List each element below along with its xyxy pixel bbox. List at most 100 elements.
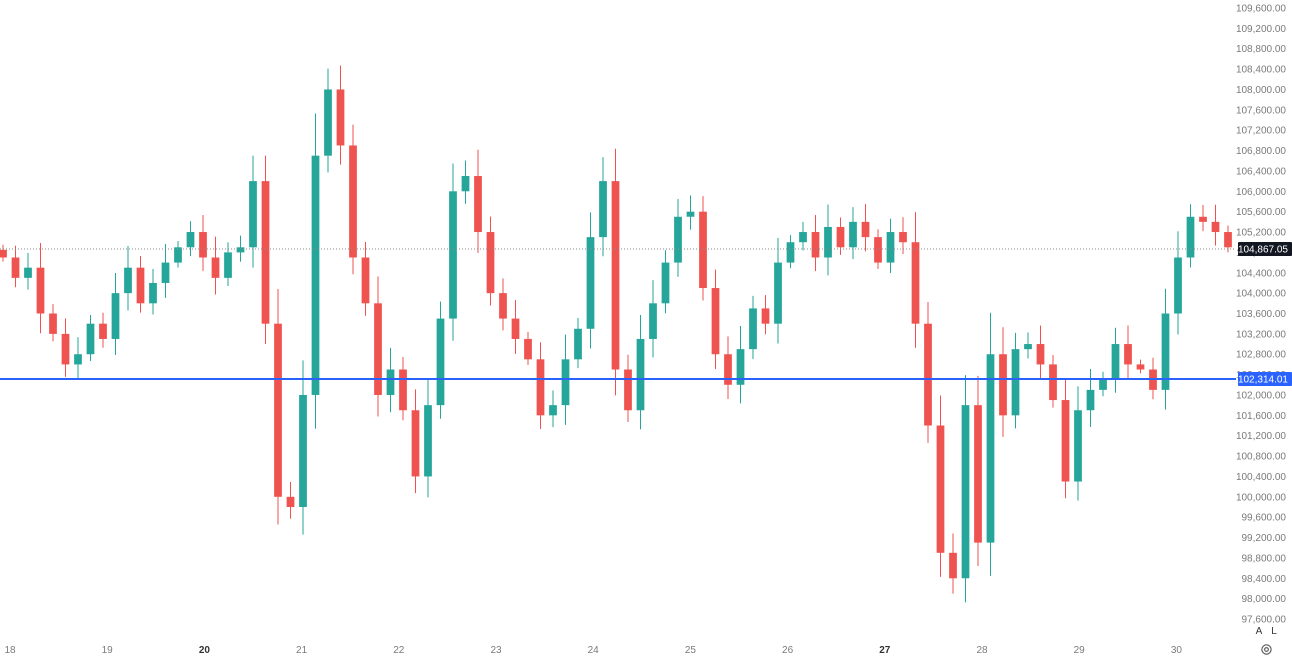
x-tick-label: 23 xyxy=(490,645,502,656)
candle-body xyxy=(699,211,707,289)
candle-body xyxy=(724,354,732,385)
candle-body xyxy=(686,211,695,217)
y-tick-label: 102,800.00 xyxy=(1236,350,1286,361)
y-tick-label: 106,000.00 xyxy=(1236,187,1286,198)
candle-body xyxy=(999,354,1007,416)
candle-body xyxy=(511,318,520,339)
y-tick-label: 105,600.00 xyxy=(1236,207,1286,218)
candle-body xyxy=(649,303,657,339)
time-axis[interactable]: 18 19 20 21 22 23 24 25 26 27 28 29 30 xyxy=(4,645,1182,656)
y-tick-label: 100,000.00 xyxy=(1236,492,1286,503)
candle-body xyxy=(161,262,170,283)
candle-body xyxy=(111,293,120,339)
candle-body xyxy=(1024,344,1032,350)
candle-body xyxy=(136,267,145,304)
candle-body xyxy=(1011,349,1020,416)
y-tick-label: 100,400.00 xyxy=(1236,472,1286,483)
candle-body xyxy=(1174,257,1182,314)
candle-body xyxy=(874,237,882,263)
y-tick-label: 109,200.00 xyxy=(1236,24,1286,35)
candle-body xyxy=(611,181,620,370)
candle-body xyxy=(661,262,670,304)
level-tag xyxy=(1238,371,1292,386)
candle-body xyxy=(1049,364,1057,401)
candle-body xyxy=(336,89,345,146)
candle-body xyxy=(0,249,7,258)
current-price-tag xyxy=(1238,241,1292,256)
candle-body xyxy=(74,354,82,365)
candle-body xyxy=(236,247,245,253)
candle-body xyxy=(24,267,32,278)
candle-body xyxy=(311,155,320,395)
x-tick-label: 22 xyxy=(393,645,405,656)
candle-body xyxy=(636,338,645,411)
candle-body xyxy=(924,323,932,426)
candle-body xyxy=(211,257,220,278)
candle-body xyxy=(324,89,332,156)
x-tick-label: 26 xyxy=(782,645,794,656)
candle-body xyxy=(1111,344,1120,380)
gear-icon[interactable] xyxy=(1260,643,1273,656)
candle-body xyxy=(799,232,807,243)
y-tick-label: 98,800.00 xyxy=(1242,553,1287,564)
y-tick-label: 98,000.00 xyxy=(1242,594,1287,605)
candle-body xyxy=(11,257,20,278)
current-price-label: 104,867.05 xyxy=(1238,244,1288,255)
x-tick-label: 24 xyxy=(588,645,600,656)
price-tags: 104,867.05 102,314.01 xyxy=(1238,241,1292,386)
candle-body xyxy=(261,181,270,324)
candle-body xyxy=(674,216,682,263)
candle-body xyxy=(224,252,232,278)
candle-body xyxy=(624,369,632,411)
candle-body xyxy=(836,226,845,248)
y-tick-label: 104,000.00 xyxy=(1236,289,1286,300)
y-tick-label: 106,800.00 xyxy=(1236,146,1286,157)
candle-body xyxy=(174,247,182,263)
y-tick-label: 107,200.00 xyxy=(1236,126,1286,137)
y-tick-label: 105,200.00 xyxy=(1236,228,1286,239)
x-tick-label: 21 xyxy=(296,645,308,656)
candle-body xyxy=(349,145,357,258)
candle-body xyxy=(1099,379,1107,390)
candle-body xyxy=(124,267,132,294)
candle-body xyxy=(899,232,907,243)
candles-layer xyxy=(0,65,1232,603)
candle-body xyxy=(199,232,207,258)
auto-scale-button[interactable]: A xyxy=(1255,625,1263,637)
candle-body xyxy=(461,176,470,192)
candle-body xyxy=(399,369,407,411)
candle-body xyxy=(286,496,295,507)
x-tick-label: 19 xyxy=(102,645,114,656)
candle-body xyxy=(1161,313,1170,390)
candle-body xyxy=(86,323,95,355)
y-tick-label: 101,600.00 xyxy=(1236,411,1286,422)
price-axis[interactable]: 109,600.00 109,200.00 108,800.00 108,400.00… xyxy=(1236,4,1286,626)
y-tick-label: 103,600.00 xyxy=(1236,309,1286,320)
y-tick-label: 101,200.00 xyxy=(1236,431,1286,442)
candle-body xyxy=(386,369,395,395)
candle-body xyxy=(774,262,782,324)
candle-body xyxy=(1186,216,1195,258)
candle-body xyxy=(1199,216,1207,222)
candle-body xyxy=(249,181,257,248)
candle-body xyxy=(986,354,995,543)
candle-body xyxy=(436,318,445,406)
candle-body xyxy=(886,232,895,263)
x-tick-label: 20 xyxy=(199,645,211,656)
candle-body xyxy=(99,323,107,339)
candle-body xyxy=(186,232,195,248)
candle-body xyxy=(61,333,70,365)
y-tick-label: 109,600.00 xyxy=(1236,4,1286,15)
candle-body xyxy=(824,226,832,258)
log-scale-button[interactable]: L xyxy=(1271,625,1277,637)
candle-body xyxy=(274,323,282,497)
candle-body xyxy=(1074,410,1082,482)
candle-body xyxy=(811,232,820,258)
x-tick-label: 28 xyxy=(976,645,988,656)
y-tick-label: 100,800.00 xyxy=(1236,452,1286,463)
x-tick-label: 25 xyxy=(685,645,697,656)
candle-body xyxy=(1086,389,1095,411)
candle-body xyxy=(486,232,495,294)
candle-body xyxy=(1061,400,1070,482)
